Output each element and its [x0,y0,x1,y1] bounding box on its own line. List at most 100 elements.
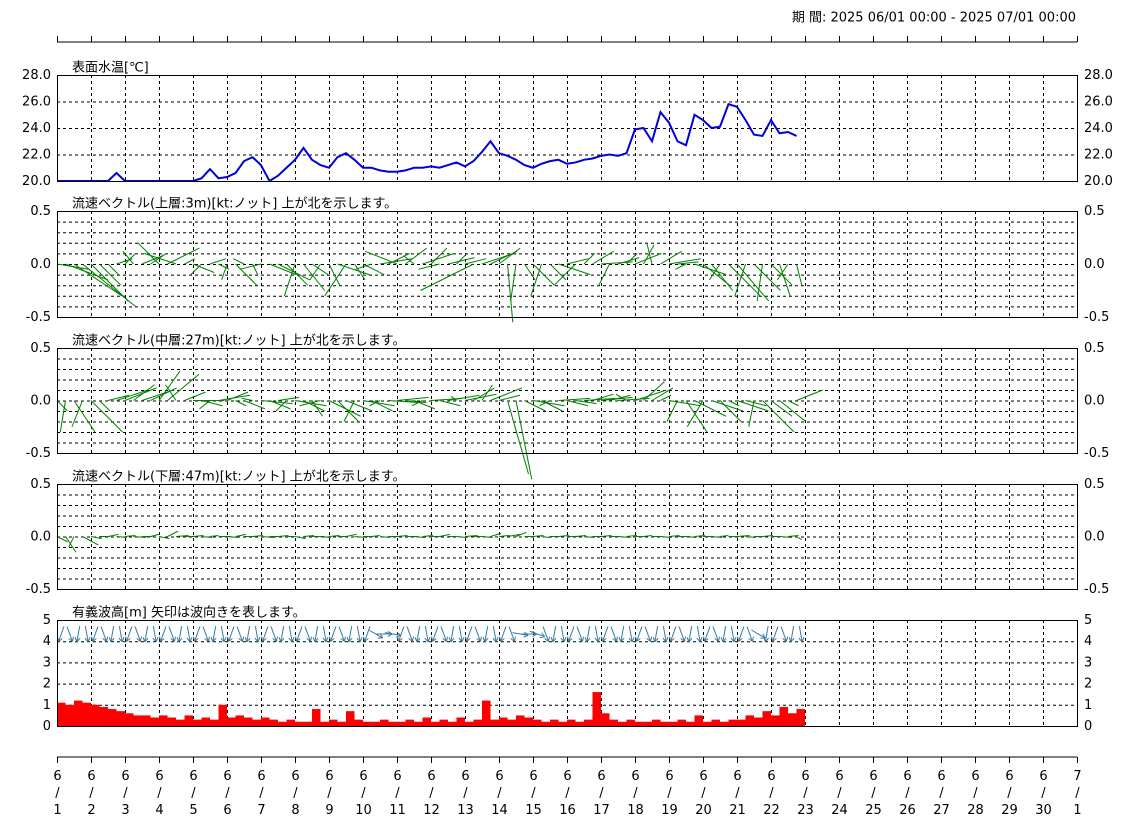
current-vector [464,393,497,401]
x-tick-label: 6/19 [661,769,678,818]
current-vector [303,534,315,537]
wave-direction-arrow [431,626,439,642]
wave-direction-arrow [338,626,346,642]
y2-tick-label: 0.5 [1084,477,1105,492]
wave-direction-arrow [730,626,737,643]
current-vector [226,391,249,401]
current-vector [532,400,565,407]
y2-tick-label: 22.0 [1084,148,1113,163]
current-vector [99,263,122,286]
wave-bar [507,719,516,726]
wave-bar [329,719,338,726]
wave-bar [499,717,508,726]
current-vector [241,397,253,401]
wave-direction-arrow [312,626,319,643]
current-vector [575,400,597,405]
current-vector [728,400,740,407]
wave-bar [439,719,448,726]
current-vector [447,257,475,265]
current-vector [68,536,75,548]
wave-bar [210,719,219,726]
y-tick-label: -0.5 [26,446,51,461]
wave-bar [626,719,635,726]
current-vector [734,263,746,296]
wave-direction-arrow [134,626,142,642]
current-vector [634,389,667,401]
current-vector [541,536,550,539]
panel-frame [57,75,1078,182]
wave-direction-arrow [288,626,295,643]
current-vector [779,263,791,296]
wave-direction-arrow [322,626,329,643]
wave-direction-arrow [202,626,210,642]
current-vector [660,394,672,401]
current-vector [252,534,264,537]
wave-direction-arrow [424,626,431,643]
wave-bar [116,711,125,726]
wave-bar [74,700,83,726]
wave-direction-arrow [227,626,235,642]
current-vector [675,263,687,270]
wave-bar [473,719,482,726]
current-vector [73,263,122,297]
x-tick-label: 6/16 [559,769,576,818]
current-vector [184,258,196,265]
wave-direction-arrow [696,626,703,643]
current-vector [617,257,640,265]
current-vector [762,400,795,433]
current-vector [711,400,744,412]
wave-bar [320,721,329,726]
wave-direction-arrow [520,630,538,638]
wave-direction-arrow [125,626,133,642]
wave-direction-arrow [244,626,251,643]
wave-direction-arrow [295,626,303,642]
x-tick-label: 6/12 [423,769,440,818]
current-vector [532,263,555,286]
wave-bar [711,719,720,726]
current-vector [90,536,102,540]
x-tick-label: 6/6 [223,769,231,818]
current-vector [403,255,415,265]
current-vector [311,400,323,417]
current-vector [507,400,529,475]
current-vector [405,247,428,265]
current-vector [324,263,347,297]
y-tick-label: 0.0 [30,530,51,545]
wave-direction-arrow [474,626,482,642]
current-vector [583,397,616,401]
current-vector [56,536,68,543]
current-vector [464,534,478,537]
panel-frame [57,620,1078,727]
current-vector [643,534,652,537]
y2-tick-label: 0.0 [1084,394,1105,409]
wave-bar [677,719,686,726]
current-vector [464,258,487,265]
current-vector [99,400,111,412]
current-vector [779,400,807,422]
current-vector [184,391,206,401]
current-vector [498,534,510,537]
current-vector [371,534,380,537]
wave-bar [482,700,491,726]
wave-direction-arrow [465,626,473,642]
current-vector [124,387,157,401]
wave-bar [380,719,389,726]
wave-bar [167,717,176,726]
wave-direction-arrow [406,626,414,642]
wave-direction-arrow [567,626,575,642]
current-vector [209,534,219,537]
current-vector [498,394,521,401]
wave-direction-arrow [529,630,546,639]
wave-bar [65,704,74,726]
wave-bar [754,717,763,726]
wave-direction-arrow [186,626,193,643]
current-vector [365,250,398,265]
wave-bar [227,717,236,726]
wave-direction-arrow [270,626,278,642]
wave-direction-arrow [193,626,201,642]
current-vector [796,389,823,401]
panel-frame [57,484,1078,590]
wave-direction-arrow [610,626,618,642]
current-vector [354,263,366,281]
